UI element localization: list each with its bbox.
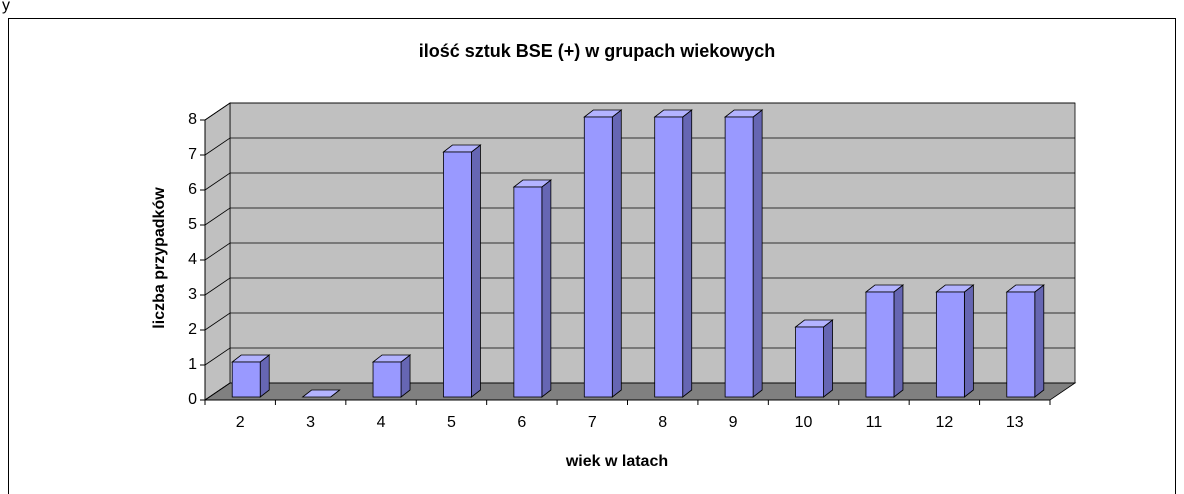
- y-tick-label: 0: [188, 391, 197, 408]
- chart-title: ilość sztuk BSE (+) w grupach wiekowych: [419, 41, 776, 61]
- bar: [443, 151, 472, 398]
- grid-line: [204, 172, 1075, 191]
- grid-line: [204, 242, 1075, 261]
- x-tick-label: 2: [236, 414, 245, 431]
- x-tick-label: 9: [729, 414, 738, 431]
- x-axis-label: wiek w latach: [565, 453, 668, 470]
- grid-line: [204, 102, 1075, 121]
- x-tick-label: 5: [447, 414, 456, 431]
- bar-side: [682, 109, 693, 398]
- bar: [795, 326, 824, 398]
- y-tick-label: 3: [188, 286, 197, 303]
- y-tick-label: 4: [188, 251, 197, 268]
- page-fragment: y: [2, 0, 10, 14]
- x-tick-label: 8: [658, 414, 667, 431]
- x-tick-label: 3: [306, 414, 315, 431]
- bar: [865, 291, 895, 398]
- y-tick-label: 6: [188, 181, 197, 198]
- y-tick-label: 1: [188, 356, 197, 373]
- grid-line: [204, 207, 1075, 226]
- grid-line: [204, 347, 1075, 366]
- bar-top: [301, 389, 341, 398]
- x-tick-label: 7: [588, 414, 597, 431]
- grid-line: [204, 382, 1075, 401]
- bar-side: [611, 109, 622, 398]
- bar-side: [893, 284, 904, 398]
- bar-side: [823, 319, 833, 398]
- x-tick-label: 4: [377, 414, 386, 431]
- bar: [372, 361, 402, 398]
- grid-line: [204, 312, 1075, 331]
- bar-side: [541, 179, 552, 398]
- x-tick-label: 11: [866, 414, 883, 431]
- bar: [1006, 291, 1036, 398]
- bar-side: [1034, 284, 1045, 398]
- x-tick-label: 10: [795, 414, 813, 431]
- bar: [935, 291, 965, 398]
- y-axis-label: liczba przypadków: [151, 187, 168, 329]
- y-tick-label: 2: [188, 321, 197, 338]
- bar-side: [471, 144, 481, 398]
- y-tick-label: 8: [188, 111, 197, 128]
- y-tick-label: 5: [188, 216, 197, 233]
- bar-side: [963, 284, 974, 398]
- bar: [513, 186, 543, 398]
- bar: [231, 361, 261, 398]
- bar: [724, 116, 754, 398]
- x-tick-label: 6: [517, 414, 526, 431]
- bar: [654, 116, 684, 398]
- x-tick-label: 12: [935, 414, 953, 431]
- x-tick-label: 13: [1006, 414, 1024, 431]
- grid-line: [204, 137, 1075, 156]
- bar-side: [752, 109, 763, 398]
- y-tick-label: 7: [188, 146, 197, 163]
- bar: [583, 116, 613, 398]
- grid-line: [204, 277, 1075, 296]
